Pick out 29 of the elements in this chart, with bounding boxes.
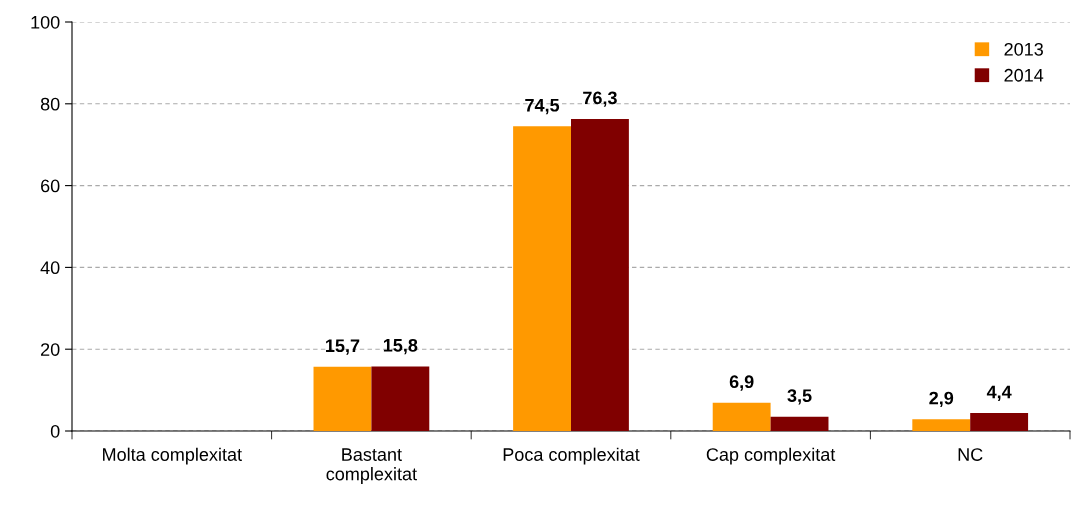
bar (712, 402, 771, 431)
y-tick-label: 40 (40, 261, 60, 275)
data-label: 3,5 (787, 389, 812, 405)
y-tick-label: 80 (40, 97, 60, 111)
x-tick-label: Molta complexitat (103, 447, 242, 465)
data-label: 15,7 (326, 339, 360, 355)
data-label: 76,3 (583, 91, 617, 107)
bar (513, 126, 571, 431)
data-label: 4,4 (986, 385, 1012, 401)
bar (912, 419, 971, 431)
bar (371, 366, 430, 431)
bar (571, 118, 629, 431)
legend-label: 2013 (1004, 42, 1043, 56)
data-label: 15,8 (383, 338, 418, 355)
data-label: 2,9 (929, 391, 954, 408)
y-tick-label: 60 (41, 179, 60, 193)
x-tick-label: Bastant complexitat (326, 448, 417, 484)
x-tick-label: Cap complexitat (706, 447, 836, 465)
legend-label: 2014 (1004, 68, 1044, 82)
bar (970, 413, 1029, 431)
data-label: 74,5 (525, 99, 560, 115)
bar (770, 416, 829, 431)
bar (313, 366, 372, 431)
y-tick-label: 20 (41, 343, 60, 356)
x-tick-label: Poca complexitat (503, 447, 640, 465)
y-tick-label: 0 (50, 424, 60, 438)
data-label: 6,9 (729, 375, 754, 391)
y-tick-label: 100 (31, 15, 60, 29)
x-tick-label: NC (958, 448, 983, 461)
